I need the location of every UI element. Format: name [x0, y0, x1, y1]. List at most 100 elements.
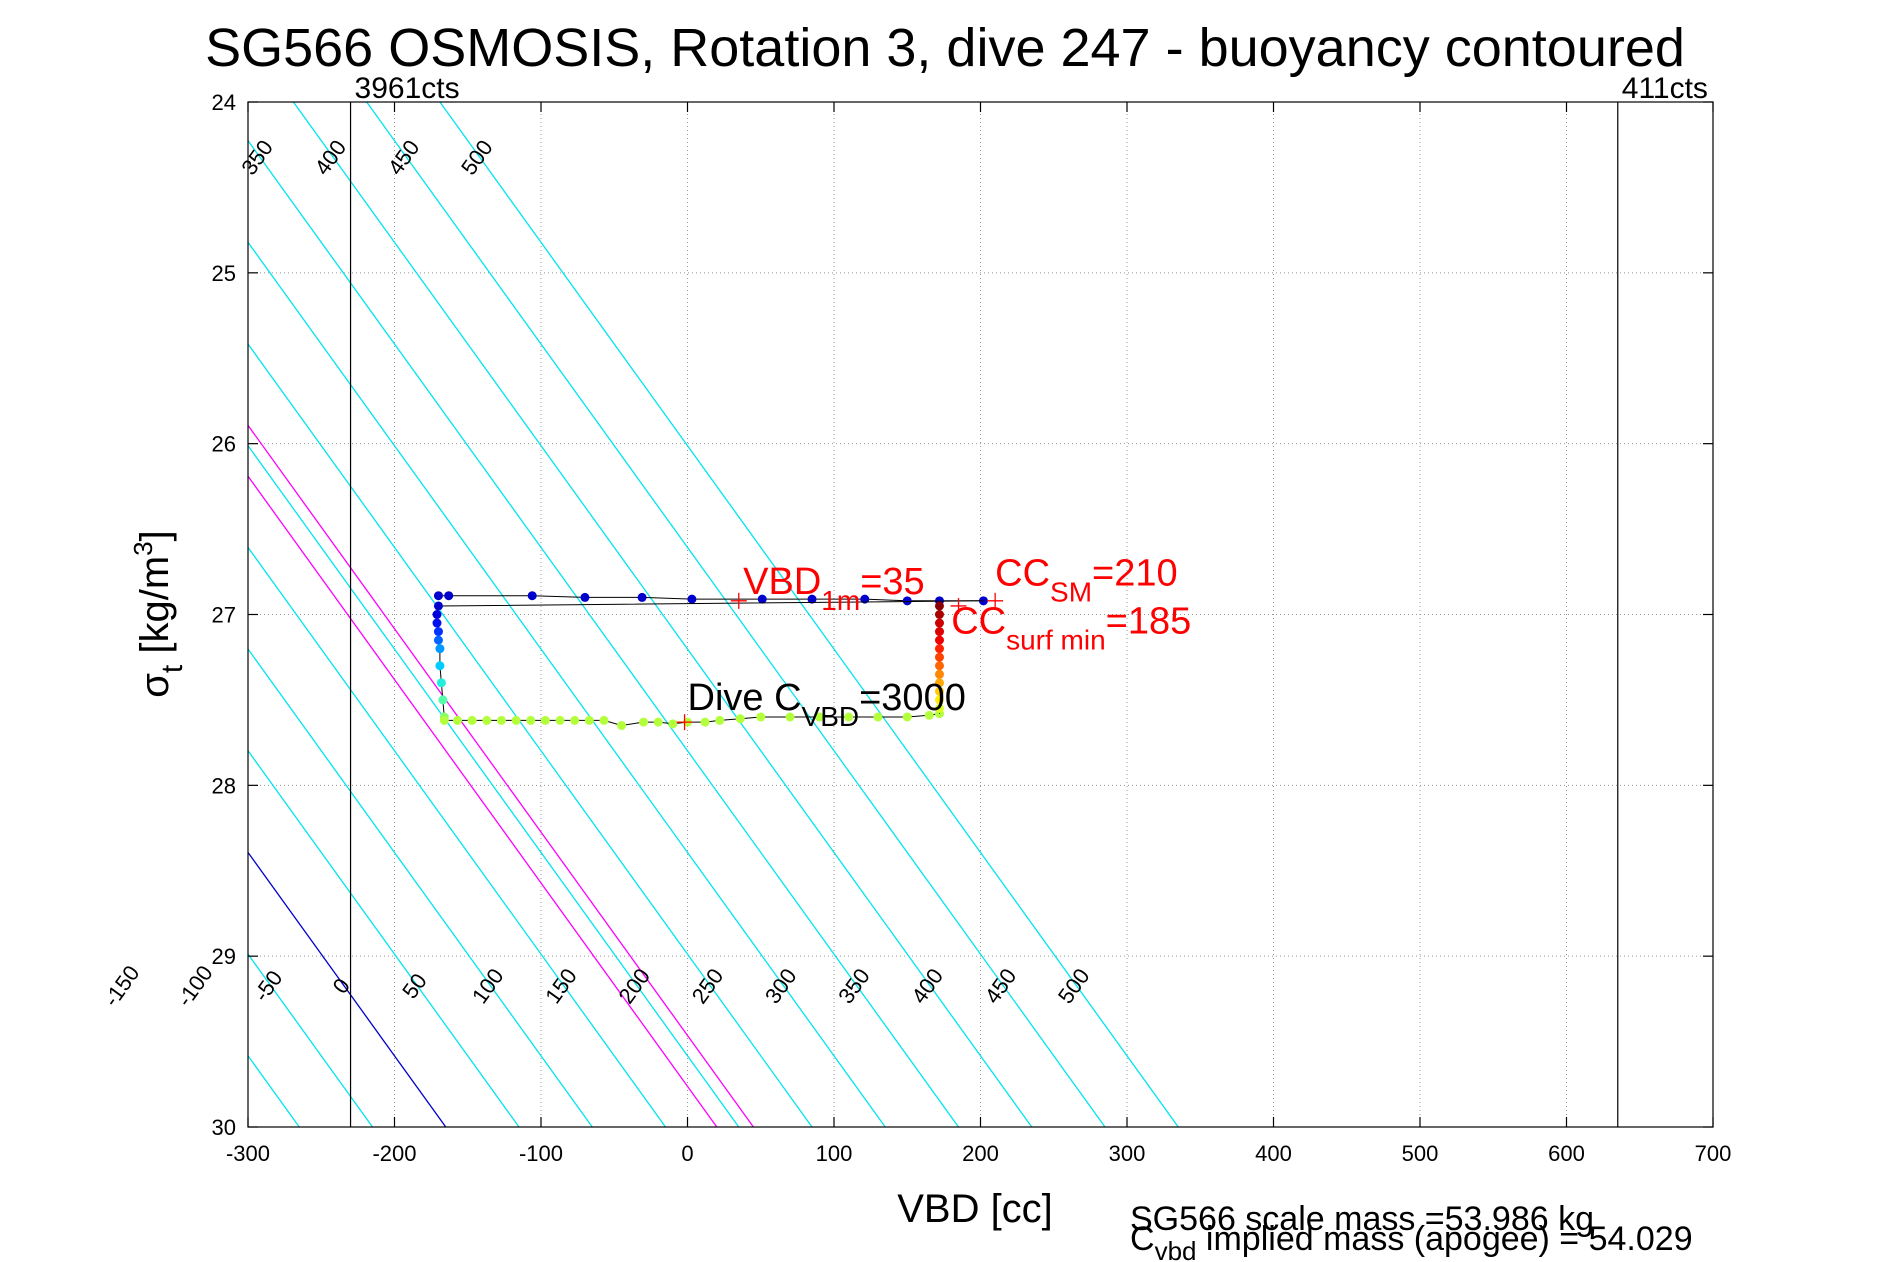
trajectory-point	[637, 592, 647, 602]
x-tick-label: 100	[816, 1141, 853, 1166]
trajectory-point	[435, 661, 445, 671]
count-limit-label: 411cts	[1622, 72, 1708, 105]
trajectory-point	[924, 710, 934, 720]
annotation-label: VBD1m=35	[743, 561, 925, 616]
x-tick-label: 400	[1255, 1141, 1292, 1166]
trajectory-point	[934, 601, 944, 611]
trajectory-point	[584, 715, 594, 725]
trajectory-point	[934, 686, 944, 696]
contour-line	[366, 102, 1106, 1127]
y-tick-label: 28	[212, 773, 236, 798]
x-tick-label: 200	[962, 1141, 999, 1166]
contour-line	[248, 647, 593, 1127]
trajectory-point	[433, 591, 443, 601]
trajectory-point	[540, 715, 550, 725]
contour-line	[248, 342, 813, 1127]
trajectory-point	[756, 712, 766, 722]
grid	[248, 102, 1713, 1127]
trajectory-point	[934, 695, 944, 705]
trajectory-point	[934, 635, 944, 645]
reference-marker	[987, 592, 1004, 609]
x-tick-label: -100	[519, 1141, 563, 1166]
count-limits: 3961cts 411cts	[349, 72, 1708, 1127]
highlight-contour-line	[248, 475, 718, 1127]
trajectory-point	[570, 715, 580, 725]
trajectory-point	[444, 591, 454, 601]
trajectory-point	[687, 594, 697, 604]
axis-ticks: -300 -200 -100 0 100 200 300 400 500 600 700 24 25 26…	[212, 90, 1732, 1166]
trajectory-point	[511, 715, 521, 725]
contour-line	[292, 102, 1033, 1127]
footer-scale-mass: SG566 scale mass =53.986 kg	[1130, 1200, 1594, 1238]
trajectory-point	[902, 596, 912, 606]
x-tick-label: 600	[1548, 1141, 1585, 1166]
buoyancy-contours	[248, 102, 1179, 1127]
trajectory-line	[438, 595, 984, 602]
highlight-contour-line	[248, 424, 754, 1127]
x-tick-label: 0	[681, 1141, 693, 1166]
trajectory-point	[433, 601, 443, 611]
trajectory-point	[432, 610, 442, 619]
trajectory-point	[653, 717, 663, 727]
contour-line	[248, 546, 667, 1127]
trajectory-point	[844, 712, 854, 722]
y-tick-label: 27	[212, 603, 236, 628]
y-tick-label: 26	[212, 432, 236, 457]
count-limit-label: 3961cts	[355, 72, 460, 105]
annotation-label: Dive CVBD=3000	[688, 677, 966, 732]
contour-line	[248, 444, 740, 1127]
trajectory-point	[873, 712, 883, 722]
trajectory-point	[433, 635, 443, 645]
trajectory-point	[668, 719, 678, 729]
contour-line	[248, 851, 447, 1127]
trajectory-point	[934, 678, 944, 688]
dive-trajectory	[432, 591, 988, 731]
x-tick-label: -300	[226, 1141, 270, 1166]
trajectory-point	[902, 712, 912, 722]
trajectory-point	[807, 594, 817, 604]
annotation-label: CCSM=210	[995, 552, 1177, 607]
trajectory-point	[482, 715, 492, 725]
trajectory-point	[439, 715, 449, 725]
contour-line	[248, 749, 520, 1127]
trajectory-point	[934, 618, 944, 628]
trajectory-point	[438, 695, 448, 705]
y-tick-label: 29	[212, 944, 236, 969]
trajectory-point	[435, 644, 445, 654]
x-axis-label: VBD [cc]	[897, 1187, 1053, 1231]
trajectory-point	[433, 627, 443, 637]
trajectory-point	[934, 661, 944, 671]
trajectory-point	[934, 627, 944, 637]
trajectory-point	[934, 652, 944, 662]
trajectory-point	[978, 596, 988, 606]
trajectory-point	[526, 715, 536, 725]
x-tick-label: 500	[1402, 1141, 1439, 1166]
y-tick-label: 30	[212, 1115, 236, 1140]
footer-implied-mass: Cvbd implied mass (apogee) = 54.029	[1130, 1220, 1693, 1262]
contour-line	[248, 139, 960, 1127]
y-tick-label: 25	[212, 261, 236, 286]
trajectory-point	[467, 715, 477, 725]
trajectory-point	[860, 594, 870, 604]
trajectory-point	[934, 610, 944, 619]
trajectory-point	[785, 712, 795, 722]
trajectory-point	[452, 715, 462, 725]
contour-line	[439, 102, 1179, 1127]
x-tick-label: 700	[1695, 1141, 1732, 1166]
x-tick-label: -200	[372, 1141, 416, 1166]
trajectory-point	[599, 715, 609, 725]
trajectory-point	[715, 715, 725, 725]
trajectory-point	[527, 591, 537, 601]
y-tick-label: 24	[212, 90, 236, 115]
trajectory-point	[436, 678, 446, 688]
reference-marker	[730, 592, 747, 609]
trajectory-point	[700, 717, 710, 727]
trajectory-point	[617, 721, 627, 731]
trajectory-point	[934, 669, 944, 679]
trajectory-point	[432, 618, 442, 628]
reference-marker	[676, 714, 693, 731]
y-axis-label: σt [kg/m3]	[128, 530, 189, 698]
trajectory-point	[496, 715, 506, 725]
